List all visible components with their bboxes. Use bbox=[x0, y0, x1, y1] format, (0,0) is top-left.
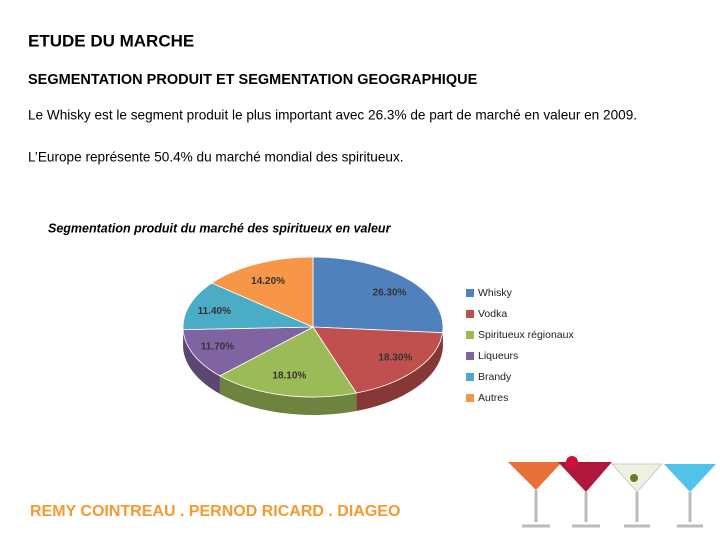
glass bbox=[558, 456, 612, 528]
slice bbox=[182, 326, 314, 377]
cocktail-glasses bbox=[508, 456, 716, 528]
glass bbox=[664, 464, 716, 528]
slice bbox=[219, 326, 357, 398]
legend-swatch bbox=[466, 310, 474, 318]
legend-label: Brandy bbox=[478, 371, 512, 383]
slide-subtitle: SEGMENTATION PRODUIT ET SEGMENTATION GEO… bbox=[28, 72, 478, 88]
data-label: 18.30% bbox=[378, 352, 412, 363]
data-label: 26.30% bbox=[373, 287, 407, 298]
legend-swatch bbox=[466, 352, 474, 360]
data-label: 11.70% bbox=[201, 342, 234, 353]
glass bbox=[610, 463, 664, 528]
slice bbox=[182, 282, 314, 331]
data-label: 18.10% bbox=[272, 371, 306, 382]
legend-swatch bbox=[466, 331, 474, 339]
legend-label: Liqueurs bbox=[478, 350, 518, 362]
slice bbox=[312, 326, 444, 394]
legend-swatch bbox=[466, 373, 474, 381]
slice bbox=[312, 256, 444, 334]
chart-title: Segmentation produit du marché des spiri… bbox=[48, 221, 392, 235]
legend-label: Autres bbox=[478, 392, 508, 404]
slice-side bbox=[183, 329, 220, 394]
legend-label: Vodka bbox=[478, 308, 507, 320]
legend-swatch bbox=[466, 289, 474, 297]
footer: REMY COINTREAU . PERNOD RICARD . DIAGEO bbox=[30, 503, 400, 520]
data-label: 11.40% bbox=[198, 306, 231, 317]
data-label: 14.20% bbox=[251, 276, 285, 287]
slice-side bbox=[219, 375, 357, 415]
slice bbox=[210, 256, 314, 328]
slide-title: ETUDE DU MARCHE bbox=[28, 31, 194, 50]
legend-swatch bbox=[466, 394, 474, 402]
legend-label: Spiritueux régionaux bbox=[478, 329, 574, 341]
legend-label: Whisky bbox=[478, 287, 513, 299]
slice-side bbox=[356, 332, 443, 412]
paragraph: L’Europe représente 50.4% du marché mond… bbox=[28, 150, 404, 165]
glass bbox=[508, 462, 562, 528]
paragraph: Le Whisky est le segment produit le plus… bbox=[28, 108, 637, 123]
